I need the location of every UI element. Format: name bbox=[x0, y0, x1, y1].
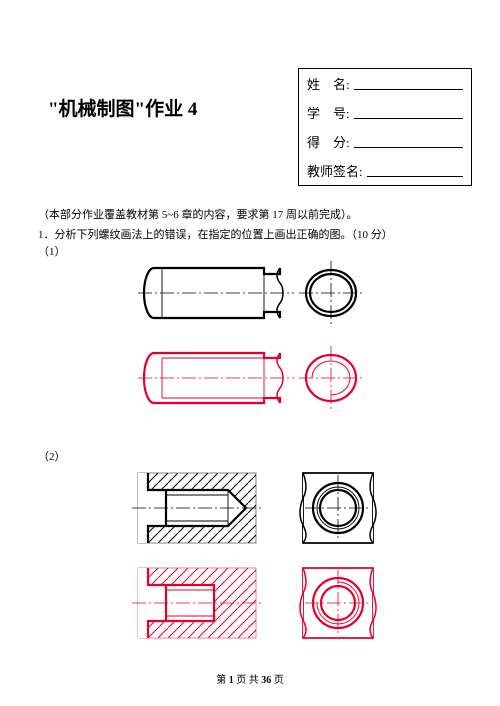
question-1-label: （1） bbox=[38, 243, 66, 259]
page-container: "机械制图"作业 4 姓 名: 学 号: 得 分: 教师签名: （本部分作业覆盖… bbox=[38, 48, 462, 658]
q2-svg bbox=[128, 468, 408, 658]
q2-figures bbox=[128, 468, 408, 658]
score-line bbox=[354, 135, 463, 148]
footer-prefix: 第 bbox=[216, 675, 229, 686]
info-box: 姓 名: 学 号: 得 分: 教师签名: bbox=[298, 68, 472, 186]
teacher-label: 教师签名: bbox=[307, 161, 363, 180]
q1-black-bolt bbox=[138, 268, 294, 318]
info-row-id: 学 号: bbox=[299, 98, 471, 127]
name-label: 姓 名: bbox=[307, 74, 350, 93]
footer-total: 36 bbox=[261, 675, 271, 686]
id-label: 学 号: bbox=[307, 103, 350, 122]
q2-red-right bbox=[300, 568, 376, 638]
instr-line2: 1．分析下列螺纹画法上的错误，在指定的位置上画出正确的图。（10 分） bbox=[38, 226, 393, 246]
q2-black-left bbox=[132, 473, 262, 543]
teacher-line bbox=[367, 164, 463, 177]
q2-black-right bbox=[300, 473, 376, 543]
footer-mid: 页 共 bbox=[234, 675, 262, 686]
q2-red-left bbox=[132, 568, 262, 638]
instr-line1: （本部分作业覆盖教材第 5~6 章的内容，要求第 17 周以前完成）。 bbox=[38, 206, 393, 226]
info-row-score: 得 分: bbox=[299, 127, 471, 156]
score-label: 得 分: bbox=[307, 132, 350, 151]
info-row-teacher: 教师签名: bbox=[299, 156, 471, 185]
instructions: （本部分作业覆盖教材第 5~6 章的内容，要求第 17 周以前完成）。 1．分析… bbox=[38, 206, 393, 246]
question-2-label: （2） bbox=[38, 448, 66, 464]
id-line bbox=[354, 106, 463, 119]
page-footer: 第 1 页 共 36 页 bbox=[38, 671, 462, 686]
q1-figures bbox=[136, 258, 396, 428]
q1-black-end bbox=[299, 261, 363, 325]
q1-svg bbox=[136, 258, 396, 428]
page-title: "机械制图"作业 4 bbox=[48, 94, 197, 121]
name-line bbox=[354, 77, 463, 90]
q1-red-bolt bbox=[138, 353, 294, 403]
q1-red-end bbox=[299, 346, 363, 410]
footer-suffix: 页 bbox=[271, 675, 284, 686]
info-row-name: 姓 名: bbox=[299, 69, 471, 98]
